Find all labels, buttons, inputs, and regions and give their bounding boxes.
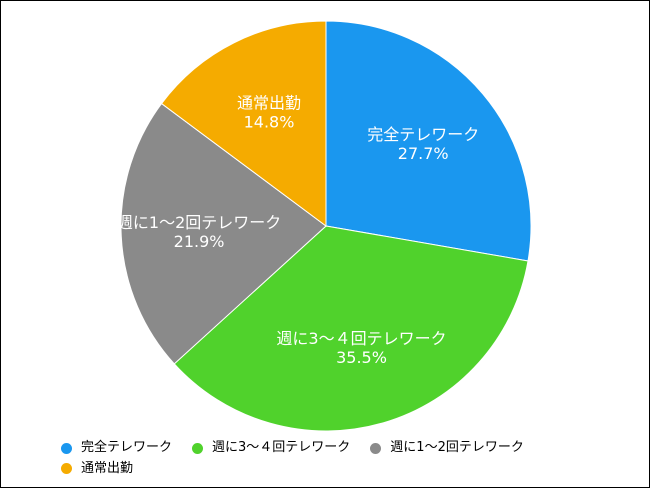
legend-item-0: 完全テレワーク	[61, 439, 172, 457]
legend-swatch-2	[370, 442, 382, 454]
pie-slice-0	[325, 20, 532, 262]
slice-label-2: 週に1〜2回テレワーク	[117, 213, 281, 232]
legend-item-3: 通常出勤	[61, 460, 133, 478]
pie-slice-1	[173, 225, 529, 432]
legend-label-3: 通常出勤	[81, 460, 134, 476]
pie-slice-2	[120, 102, 327, 365]
slice-label-1: 週に3〜４回テレワーク	[276, 329, 446, 348]
slice-value-label-0: 27.7%	[398, 144, 449, 163]
pie-slice-3	[160, 20, 327, 227]
legend-swatch-1	[192, 442, 204, 454]
legend-item-2: 週に1〜2回テレワーク	[370, 439, 524, 457]
legend: 完全テレワーク 週に3〜４回テレワーク 週に1〜2回テレワーク通常出勤	[61, 439, 621, 480]
slice-value-label-1: 35.5%	[336, 348, 387, 367]
slice-label-3: 通常出勤	[237, 93, 301, 112]
legend-label-0: 完全テレワーク	[81, 440, 173, 455]
slice-value-label-3: 14.8%	[244, 112, 295, 131]
legend-label-1: 週に3〜４回テレワーク	[212, 440, 351, 455]
legend-label-2: 週に1〜2回テレワーク	[390, 440, 524, 455]
legend-item-1: 週に3〜４回テレワーク	[192, 439, 350, 457]
slice-label-0: 完全テレワーク	[367, 125, 479, 144]
legend-swatch-3	[61, 463, 72, 474]
slice-value-label-2: 21.9%	[174, 232, 225, 251]
legend-swatch-0	[61, 442, 72, 454]
